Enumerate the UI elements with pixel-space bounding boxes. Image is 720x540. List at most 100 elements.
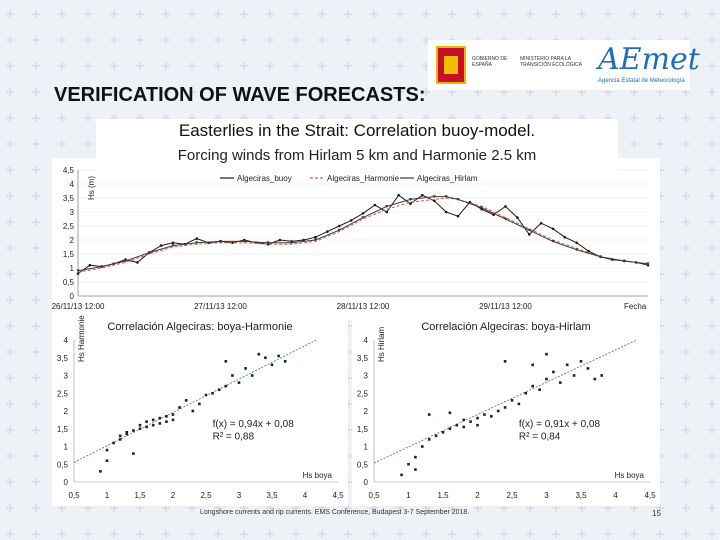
- y-tick-label: 3: [364, 372, 369, 381]
- data-point: [159, 244, 163, 247]
- cross-mark: [266, 36, 274, 44]
- r-squared: R² = 0,84: [519, 431, 561, 442]
- data-point: [266, 241, 270, 245]
- y-axis-label: Hs (m): [87, 176, 96, 200]
- r-squared: R² = 0,88: [213, 431, 255, 442]
- x-tick-label: 1,5: [134, 491, 146, 500]
- cross-mark: [32, 218, 40, 226]
- data-point: [504, 205, 507, 208]
- cross-mark: [6, 62, 14, 70]
- spain-coat-of-arms-icon: [436, 46, 466, 84]
- scatter-point: [257, 352, 261, 356]
- scatter-point: [421, 445, 424, 448]
- data-point: [397, 193, 400, 197]
- x-tick-label: 27/11/13 12:00: [194, 302, 247, 311]
- page-number: 15: [652, 509, 661, 518]
- data-point: [444, 210, 448, 214]
- cross-mark: [708, 62, 716, 70]
- data-point: [337, 224, 341, 228]
- cross-mark: [6, 374, 14, 382]
- cross-mark: [6, 140, 14, 148]
- cross-mark: [110, 88, 118, 96]
- cross-mark: [214, 36, 222, 44]
- scatter-point: [427, 438, 431, 441]
- cross-mark: [708, 192, 716, 200]
- data-point: [527, 228, 531, 232]
- cross-mark: [32, 140, 40, 148]
- cross-mark: [32, 348, 40, 356]
- cross-mark: [6, 166, 14, 174]
- cross-mark: [214, 88, 222, 96]
- cross-mark: [682, 478, 690, 486]
- data-point: [503, 217, 508, 221]
- y-tick-label: 1,5: [57, 425, 69, 434]
- scatter-point: [198, 402, 201, 406]
- scatter-point: [545, 352, 548, 356]
- scatter-point: [462, 425, 465, 429]
- cross-mark: [318, 88, 326, 96]
- cross-mark: [630, 10, 638, 18]
- cross-mark: [58, 114, 66, 122]
- scatter-point: [165, 420, 168, 423]
- scatter-point: [400, 473, 403, 477]
- cross-mark: [292, 62, 300, 70]
- scatter-point: [158, 416, 162, 420]
- y-tick-label: 0: [364, 478, 369, 487]
- trend-equation: f(x) = 0,94x + 0,08: [213, 419, 295, 430]
- scatter-point: [517, 402, 521, 406]
- scatter-point: [171, 413, 175, 416]
- cross-mark: [630, 114, 638, 122]
- x-tick-label: 4: [613, 491, 618, 500]
- scatter-point: [414, 455, 417, 459]
- scatter-point: [204, 393, 208, 397]
- cross-mark: [370, 10, 378, 18]
- cross-mark: [32, 244, 40, 252]
- scatter-point: [138, 423, 142, 427]
- scatter-point: [510, 399, 514, 402]
- scatter-point: [531, 363, 534, 367]
- cross-mark: [630, 140, 638, 148]
- scatter-point: [138, 427, 142, 431]
- cross-mark: [188, 10, 196, 18]
- cross-mark: [552, 530, 560, 538]
- scatter-point: [145, 425, 148, 429]
- data-point: [242, 240, 246, 243]
- cross-mark: [370, 88, 378, 96]
- data-point: [480, 206, 484, 210]
- x-tick-label: 28/11/13 12:00: [337, 302, 390, 311]
- cross-mark: [162, 36, 170, 44]
- cross-mark: [708, 36, 716, 44]
- cross-mark: [240, 88, 248, 96]
- y-axis-label: Hs Harmonie: [77, 315, 86, 362]
- cross-mark: [84, 62, 92, 70]
- cross-mark: [6, 452, 14, 460]
- scatter-point: [158, 422, 162, 425]
- y-tick-label: 4,5: [63, 166, 75, 175]
- cross-mark: [214, 530, 222, 538]
- data-point: [171, 241, 175, 245]
- cross-mark: [32, 426, 40, 434]
- cross-mark: [708, 374, 716, 382]
- aemet-subtitle: Agencia Estatal de Meteorología: [598, 78, 685, 84]
- scatter-point: [118, 434, 122, 438]
- data-point: [314, 235, 317, 239]
- scatter-point: [448, 411, 452, 415]
- data-point: [147, 251, 151, 255]
- cross-mark: [162, 530, 170, 538]
- data-point: [76, 272, 80, 275]
- x-tick-label: 1,5: [437, 491, 449, 500]
- cross-mark: [84, 88, 92, 96]
- scatter-point: [462, 418, 465, 422]
- aemet-logo: AEmet: [598, 42, 700, 77]
- data-point: [290, 241, 294, 245]
- cross-mark: [682, 296, 690, 304]
- cross-mark: [448, 10, 456, 18]
- scatter-point: [545, 377, 548, 381]
- cross-mark: [708, 530, 716, 538]
- cross-mark: [656, 530, 664, 538]
- header-logos: GOBIERNO DE ESPAÑA MINISTERIO PARA LA TR…: [428, 40, 700, 90]
- cross-mark: [32, 504, 40, 512]
- scatter-point: [559, 381, 562, 384]
- scatter-point: [191, 409, 195, 413]
- cross-mark: [162, 10, 170, 18]
